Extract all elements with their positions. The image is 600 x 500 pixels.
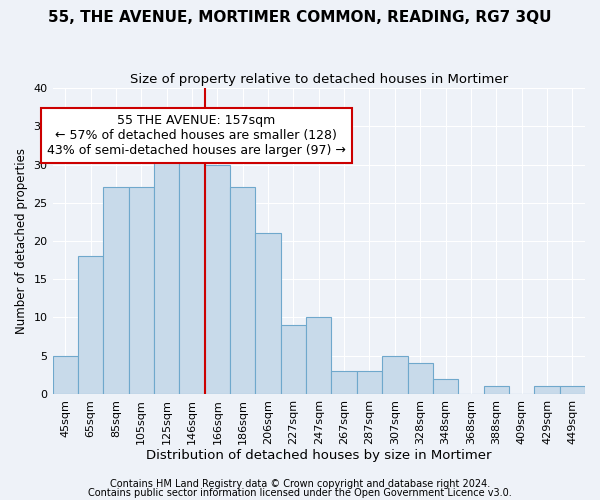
Bar — [331, 371, 357, 394]
Text: 55 THE AVENUE: 157sqm
← 57% of detached houses are smaller (128)
43% of semi-det: 55 THE AVENUE: 157sqm ← 57% of detached … — [47, 114, 346, 157]
Bar — [306, 318, 331, 394]
Bar — [560, 386, 585, 394]
Text: Contains public sector information licensed under the Open Government Licence v3: Contains public sector information licen… — [88, 488, 512, 498]
Bar — [281, 325, 306, 394]
Bar — [230, 188, 256, 394]
Text: Contains HM Land Registry data © Crown copyright and database right 2024.: Contains HM Land Registry data © Crown c… — [110, 479, 490, 489]
Bar — [256, 234, 281, 394]
Text: 55, THE AVENUE, MORTIMER COMMON, READING, RG7 3QU: 55, THE AVENUE, MORTIMER COMMON, READING… — [48, 10, 552, 25]
Bar — [357, 371, 382, 394]
Bar — [484, 386, 509, 394]
Bar — [103, 188, 128, 394]
Bar — [407, 364, 433, 394]
Bar — [433, 378, 458, 394]
Y-axis label: Number of detached properties: Number of detached properties — [15, 148, 28, 334]
Bar — [53, 356, 78, 394]
Bar — [154, 157, 179, 394]
Bar — [128, 188, 154, 394]
Bar — [205, 164, 230, 394]
X-axis label: Distribution of detached houses by size in Mortimer: Distribution of detached houses by size … — [146, 450, 491, 462]
Bar — [534, 386, 560, 394]
Bar — [382, 356, 407, 394]
Bar — [78, 256, 103, 394]
Title: Size of property relative to detached houses in Mortimer: Size of property relative to detached ho… — [130, 72, 508, 86]
Bar — [179, 149, 205, 394]
